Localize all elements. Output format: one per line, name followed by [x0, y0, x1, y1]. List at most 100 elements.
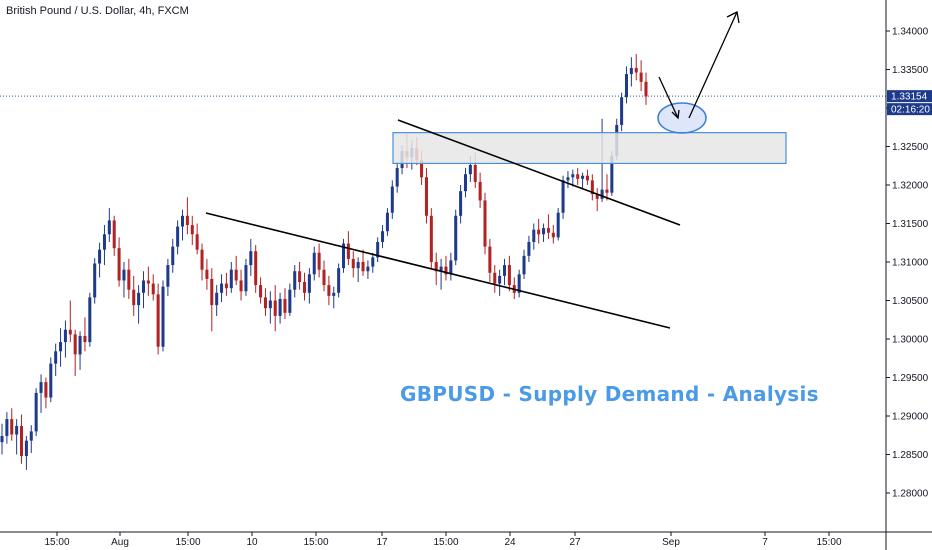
candle-body — [83, 335, 87, 343]
candle-body — [220, 283, 224, 293]
time-tick-label: 17 — [376, 537, 388, 548]
time-axis[interactable]: 15:00 Aug 15:00 10 15:00 17 15:00 24 27 Sep 7 15:00 — [0, 531, 932, 548]
time-tick-label: 7 — [762, 537, 768, 548]
analysis-title: GBPUSD - Supply Demand - Analysis — [400, 382, 819, 406]
candle-body — [600, 189, 604, 199]
zone-rectangle[interactable] — [392, 132, 787, 165]
retest-ellipse[interactable] — [657, 102, 707, 134]
candle-body — [244, 265, 248, 292]
candle-body — [263, 297, 267, 309]
time-tick-label: Sep — [662, 537, 680, 548]
price-tick-label: 1.33500 — [892, 65, 929, 76]
candle-body — [249, 251, 253, 266]
candle-body — [127, 269, 131, 290]
price-labels: 1.33154 02:16:20 — [887, 90, 932, 116]
candle-body — [473, 164, 477, 182]
time-tick-label: 24 — [504, 537, 516, 548]
candle-body — [634, 67, 638, 73]
candle-body — [454, 215, 458, 261]
candle-body — [78, 335, 82, 355]
candle-body — [146, 280, 150, 284]
candle-body — [610, 155, 614, 193]
candle-body — [503, 265, 507, 276]
candle-body — [117, 248, 121, 281]
candle-body — [424, 177, 428, 216]
supply-demand-zone[interactable] — [392, 132, 787, 165]
price-tick-label: 1.31000 — [892, 258, 929, 269]
candle-body — [161, 286, 165, 347]
candle-body — [259, 285, 263, 298]
time-tick-label: 15:00 — [303, 537, 328, 548]
price-tick-label: 1.32500 — [892, 142, 929, 153]
candle-body — [185, 215, 189, 226]
candle-body — [463, 174, 467, 192]
candle-body — [205, 269, 209, 279]
candle-body — [273, 300, 277, 316]
price-tick-label: 1.28500 — [892, 450, 929, 461]
candle-body — [210, 278, 214, 306]
candle-body — [624, 74, 628, 98]
target-arrow-line[interactable] — [688, 11, 738, 119]
candle-body — [322, 269, 326, 286]
last-price-label: 1.33154 — [891, 92, 928, 103]
candle-body — [444, 266, 448, 275]
candle-body — [181, 215, 185, 227]
candle-body — [342, 243, 346, 269]
lower-trendline[interactable] — [205, 212, 671, 329]
price-tick-label: 1.29500 — [892, 373, 929, 384]
candle-body — [29, 431, 33, 441]
candle-body — [420, 160, 424, 178]
price-tick-label: 1.31500 — [892, 219, 929, 230]
candle-body — [332, 292, 336, 296]
candle-body — [459, 191, 463, 216]
candle-body — [390, 186, 394, 213]
upper-trendline[interactable] — [397, 119, 681, 226]
candle-body — [351, 258, 355, 269]
last-price-badge — [887, 90, 932, 103]
countdown-badge — [887, 103, 932, 116]
candle-body — [20, 426, 24, 457]
candle-body — [112, 220, 116, 249]
candle-body — [629, 67, 633, 75]
candle-body — [429, 215, 433, 262]
trendline-drawings[interactable] — [205, 11, 740, 329]
candle-body — [215, 292, 219, 306]
candle-body — [493, 272, 497, 284]
candle-body — [546, 228, 550, 233]
price-tick-label: 1.29000 — [892, 412, 929, 423]
candle-body — [302, 282, 306, 293]
candle-body — [49, 363, 53, 398]
candle-body — [54, 351, 58, 364]
candle-body — [176, 226, 180, 247]
candle-body — [527, 241, 531, 256]
candle-body — [10, 419, 14, 435]
candles — [0, 54, 648, 470]
candle-body — [542, 228, 546, 235]
candle-body — [88, 297, 92, 343]
candle-body — [5, 419, 9, 437]
candle-body — [24, 440, 28, 457]
candle-body — [327, 285, 331, 296]
time-tick-label: 15:00 — [44, 537, 69, 548]
candle-body — [337, 268, 341, 293]
candle-body — [39, 382, 43, 393]
candle-body — [439, 266, 443, 272]
price-tick-label: 1.34000 — [892, 27, 929, 38]
retest-arrow-line[interactable] — [658, 76, 679, 119]
candle-body — [63, 329, 67, 343]
candle-body — [483, 200, 487, 247]
candle-body — [366, 266, 370, 272]
candle-body — [576, 174, 580, 179]
candle-body — [122, 269, 126, 281]
candle-body — [522, 255, 526, 275]
candle-body — [595, 194, 599, 199]
candle-body — [156, 294, 160, 347]
price-tick-label: 1.30000 — [892, 335, 929, 346]
candle-body — [293, 271, 297, 290]
candle-body — [639, 72, 643, 82]
candle-body — [581, 175, 585, 179]
candle-body — [532, 229, 536, 242]
candle-body — [537, 229, 541, 235]
